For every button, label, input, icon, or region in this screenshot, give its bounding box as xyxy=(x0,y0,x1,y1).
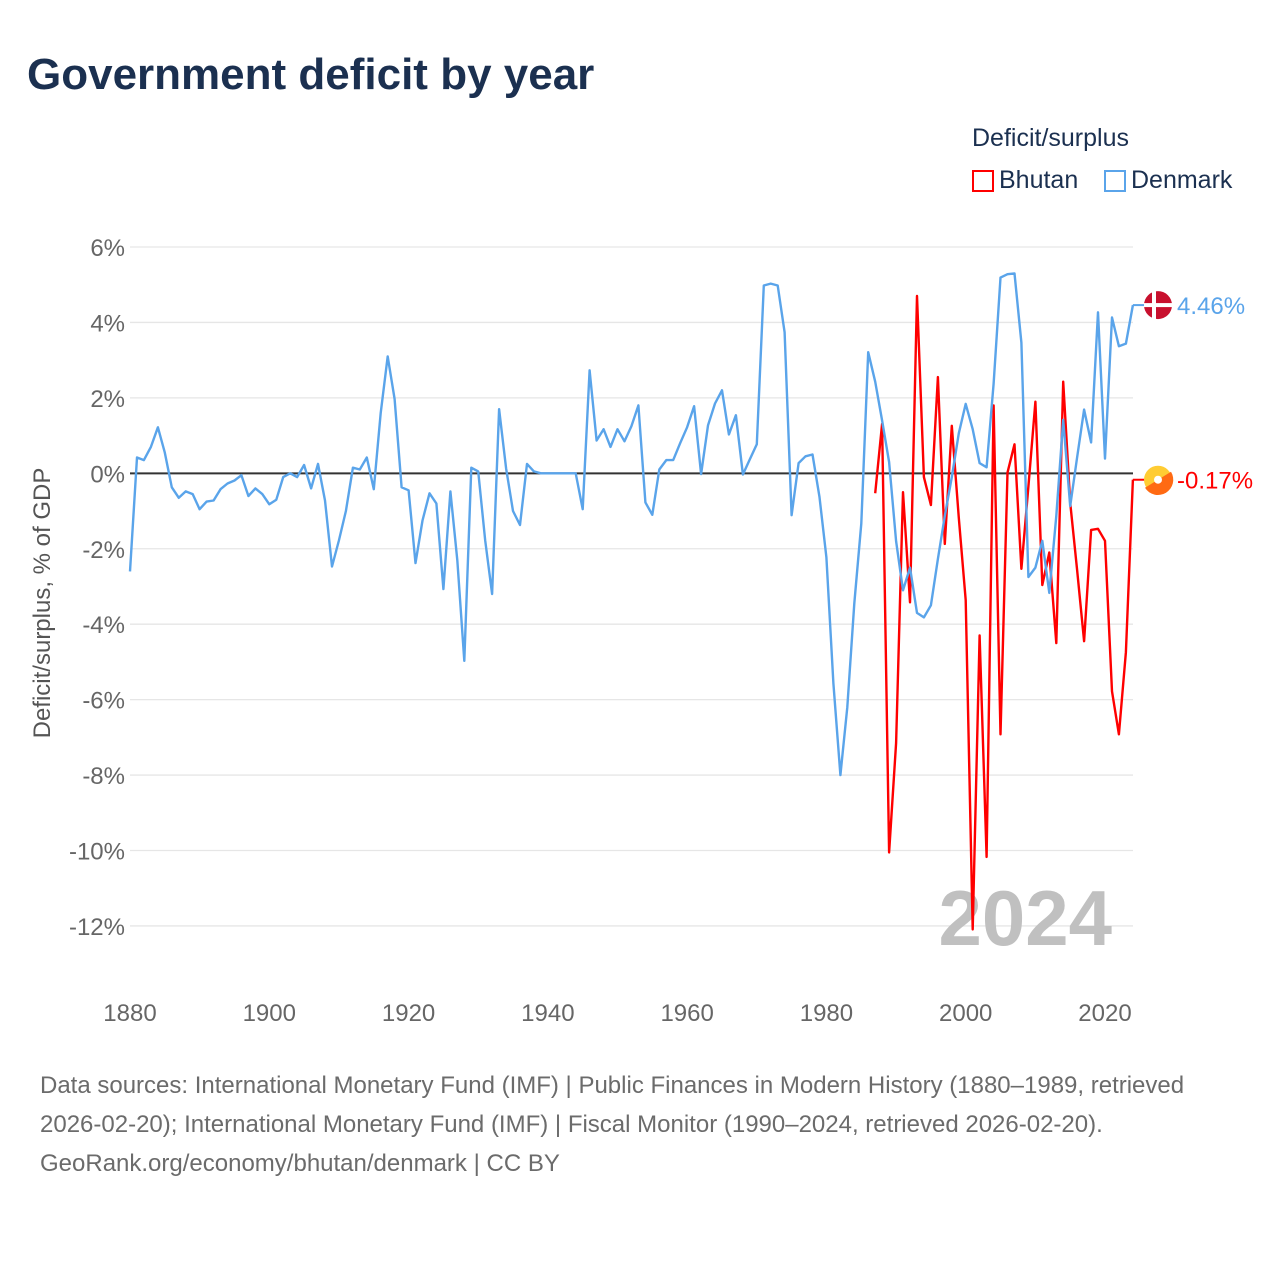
credit-link[interactable]: GeoRank.org/economy/bhutan/denmark | CC … xyxy=(40,1150,560,1177)
y-tick-label: -6% xyxy=(82,688,125,715)
y-tick-label: 4% xyxy=(90,310,125,337)
x-tick-label: 1940 xyxy=(521,1000,574,1027)
x-tick-label: 1900 xyxy=(243,1000,296,1027)
legend-item-bhutan[interactable]: Bhutan xyxy=(972,166,1078,195)
end-label-bhutan: -0.17% xyxy=(1177,468,1253,495)
legend-swatch-bhutan xyxy=(972,169,994,192)
x-tick-label: 2020 xyxy=(1078,1000,1131,1027)
legend-item-denmark[interactable]: Denmark xyxy=(1104,166,1232,195)
legend-swatch-denmark xyxy=(1104,169,1126,192)
x-tick-label: 2000 xyxy=(939,1000,992,1027)
end-label-denmark: 4.46% xyxy=(1177,293,1245,320)
legend-label-denmark: Denmark xyxy=(1131,166,1233,194)
y-tick-label: -10% xyxy=(69,839,125,866)
x-tick-label: 1920 xyxy=(382,1000,435,1027)
series-line-bhutan[interactable] xyxy=(874,294,1135,931)
denmark-flag-icon xyxy=(1144,291,1172,320)
y-tick-label: -4% xyxy=(82,612,125,639)
chart-title: Government deficit by year xyxy=(27,50,595,99)
legend-title: Deficit/surplus xyxy=(972,124,1129,152)
y-tick-label: -12% xyxy=(69,914,125,941)
x-tick-label: 1980 xyxy=(800,1000,853,1027)
y-axis-label: Deficit/surplus, % of GDP xyxy=(29,468,56,739)
bhutan-flag-icon xyxy=(1144,465,1174,495)
year-watermark: 2024 xyxy=(938,874,1112,962)
data-sources: Data sources: International Monetary Fun… xyxy=(40,1072,1185,1138)
footer: Data sources: International Monetary Fun… xyxy=(40,1066,1240,1183)
y-tick-label: -2% xyxy=(82,537,125,564)
x-tick-label: 1960 xyxy=(660,1000,713,1027)
series-line-denmark[interactable] xyxy=(128,272,1135,777)
legend-label-bhutan: Bhutan xyxy=(999,166,1079,194)
x-tick-label: 1880 xyxy=(103,1000,156,1027)
y-tick-label: -8% xyxy=(82,763,125,790)
y-tick-label: 0% xyxy=(90,461,125,488)
y-tick-label: 6% xyxy=(90,235,125,262)
line-chart: 6% 4% 2% 0% -2% -4% -6% -8% -10% -12% 1880 1900 1920… xyxy=(29,235,1253,1027)
y-tick-label: 2% xyxy=(90,386,125,413)
